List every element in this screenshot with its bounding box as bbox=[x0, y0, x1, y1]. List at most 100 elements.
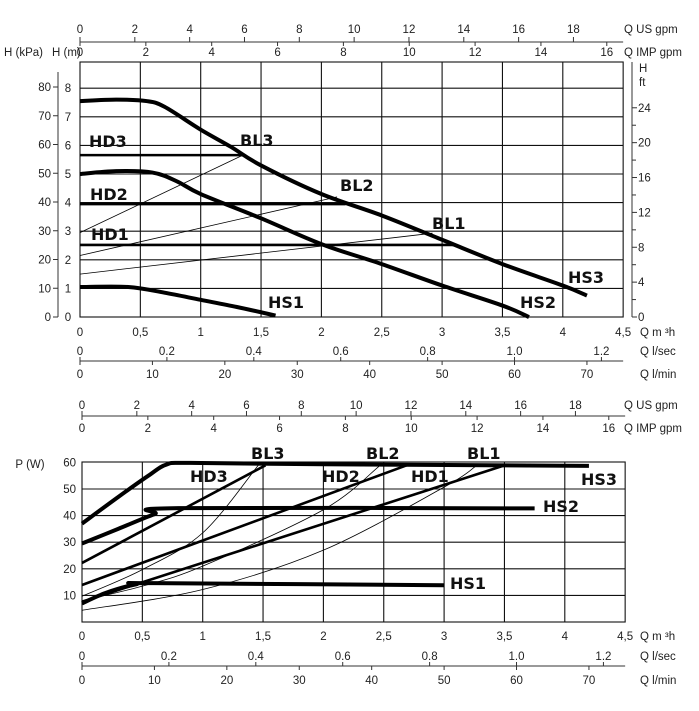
l-sec-axis-title: Q l/sec bbox=[640, 651, 676, 663]
us-gpm-tick-label: 2 bbox=[134, 400, 140, 412]
l-sec-tick-label: 1.0 bbox=[507, 346, 523, 358]
x-tick-label: 0 bbox=[77, 327, 83, 339]
l-sec-tick-label: 0.6 bbox=[333, 346, 349, 358]
p-tick-label: 20 bbox=[63, 564, 76, 576]
imp-gpm-tick-label: 16 bbox=[600, 47, 613, 59]
x-tick-label: 3 bbox=[441, 631, 447, 643]
p-tick-label: 40 bbox=[63, 511, 76, 523]
kpa-tick-label: 30 bbox=[38, 226, 51, 238]
curve-label-hd2: HD2 bbox=[322, 467, 360, 486]
x-tick-label: 3,5 bbox=[496, 631, 512, 643]
x-tick-label: 4,5 bbox=[617, 631, 633, 643]
l-min-tick-label: 30 bbox=[291, 369, 304, 381]
kpa-tick-label: 40 bbox=[38, 197, 51, 209]
p-axis-title: P (W) bbox=[15, 459, 44, 471]
l-min-tick-label: 40 bbox=[365, 675, 378, 687]
l-min-tick-label: 10 bbox=[146, 369, 159, 381]
l-min-tick-label: 20 bbox=[220, 675, 233, 687]
l-sec-tick-label: 0.2 bbox=[161, 651, 177, 663]
us-gpm-tick-label: 12 bbox=[405, 400, 418, 412]
imp-gpm-tick-label: 10 bbox=[403, 47, 416, 59]
p-tick-label: 60 bbox=[63, 457, 76, 469]
l-sec-tick-label: 0.6 bbox=[335, 651, 351, 663]
curve-label-bl3: BL3 bbox=[240, 131, 274, 150]
kpa-tick-label: 10 bbox=[38, 283, 51, 295]
imp-gpm-tick-label: 2 bbox=[145, 423, 151, 435]
curve-hd1 bbox=[81, 464, 505, 604]
x-tick-label: 2,5 bbox=[376, 631, 392, 643]
grid bbox=[81, 461, 626, 623]
x-tick-label: 3 bbox=[439, 327, 445, 339]
l-min-tick-label: 30 bbox=[293, 675, 306, 687]
l-min-axis-title: Q l/min bbox=[640, 369, 676, 381]
us-gpm-tick-label: 18 bbox=[569, 400, 582, 412]
m-tick-label: 8 bbox=[65, 83, 71, 95]
l-min-tick-label: 70 bbox=[581, 369, 594, 381]
us-gpm-tick-label: 6 bbox=[241, 24, 247, 36]
l-min-axis-title: Q l/min bbox=[640, 675, 676, 687]
l-sec-tick-label: 1.2 bbox=[593, 346, 609, 358]
l-min-tick-label: 60 bbox=[510, 675, 523, 687]
curve-hs2 bbox=[81, 505, 535, 546]
kpa-tick-label: 80 bbox=[38, 82, 51, 94]
imp-gpm-tick-label: 12 bbox=[471, 423, 484, 435]
imp-gpm-tick-label: 14 bbox=[535, 47, 548, 59]
us-gpm-tick-label: 12 bbox=[403, 24, 416, 36]
m-tick-label: 7 bbox=[65, 112, 71, 124]
curve-label-hd3: HD3 bbox=[89, 132, 127, 151]
x-tick-label: 1 bbox=[199, 631, 205, 643]
l-sec-tick-label: 0.8 bbox=[420, 346, 436, 358]
x-tick-label: 1,5 bbox=[253, 327, 269, 339]
us-gpm-tick-label: 10 bbox=[348, 24, 361, 36]
x-tick-label: 1 bbox=[197, 327, 203, 339]
ft-tick-label: 8 bbox=[638, 242, 644, 254]
us-gpm-tick-label: 2 bbox=[132, 24, 138, 36]
m-tick-label: 3 bbox=[65, 226, 71, 238]
x-tick-label: 4 bbox=[560, 327, 567, 339]
curve-label-bl3: BL3 bbox=[251, 444, 285, 463]
imp-gpm-tick-label: 4 bbox=[210, 423, 217, 435]
x-tick-label: 4 bbox=[562, 631, 569, 643]
us-gpm-tick-label: 14 bbox=[459, 400, 472, 412]
ft-tick-label: 24 bbox=[638, 103, 651, 115]
grid bbox=[79, 61, 624, 318]
curve-hs3 bbox=[80, 460, 589, 526]
curve-label-bl1: BL1 bbox=[467, 444, 501, 463]
us-gpm-tick-label: 10 bbox=[350, 400, 363, 412]
p-tick-label: 50 bbox=[63, 484, 76, 496]
l-sec-tick-label: 0 bbox=[77, 346, 83, 358]
us-gpm-tick-label: 18 bbox=[567, 24, 580, 36]
ft-tick-label: 0 bbox=[638, 312, 644, 324]
l-sec-tick-label: 0.4 bbox=[246, 346, 263, 358]
x-axis-title: Q m ³h bbox=[640, 631, 675, 643]
x-axis-title: Q m ³h bbox=[640, 327, 675, 339]
x-tick-label: 4,5 bbox=[615, 327, 631, 339]
l-min-tick-label: 70 bbox=[583, 675, 596, 687]
curve-label-hd1: HD1 bbox=[91, 225, 129, 244]
x-tick-label: 0 bbox=[79, 631, 85, 643]
us-gpm-tick-label: 4 bbox=[186, 24, 193, 36]
imp-gpm-tick-label: 2 bbox=[143, 47, 149, 59]
imp-gpm-axis-title: Q IMP gpm bbox=[624, 423, 682, 435]
curve-label-bl2: BL2 bbox=[366, 444, 400, 463]
curve-hd2 bbox=[81, 464, 408, 587]
l-sec-tick-label: 1.0 bbox=[509, 651, 525, 663]
l-min-tick-label: 60 bbox=[508, 369, 521, 381]
l-min-tick-label: 0 bbox=[77, 369, 83, 381]
l-min-tick-label: 50 bbox=[436, 369, 449, 381]
x-tick-label: 0,5 bbox=[132, 327, 148, 339]
imp-gpm-tick-label: 4 bbox=[208, 47, 215, 59]
p-tick-label: 30 bbox=[63, 537, 76, 549]
kpa-tick-label: 20 bbox=[38, 255, 51, 267]
ft-tick-label: 12 bbox=[638, 207, 651, 219]
curve-hd3 bbox=[81, 464, 267, 565]
ft-tick-label: 20 bbox=[638, 138, 651, 150]
curve-label-hs1: HS1 bbox=[268, 293, 304, 312]
x-tick-label: 2 bbox=[320, 631, 326, 643]
ft-axis-unit: ft bbox=[639, 77, 646, 89]
imp-gpm-axis-title: Q IMP gpm bbox=[624, 47, 682, 59]
curve-bl3 bbox=[81, 465, 259, 597]
us-gpm-tick-label: 16 bbox=[514, 400, 527, 412]
